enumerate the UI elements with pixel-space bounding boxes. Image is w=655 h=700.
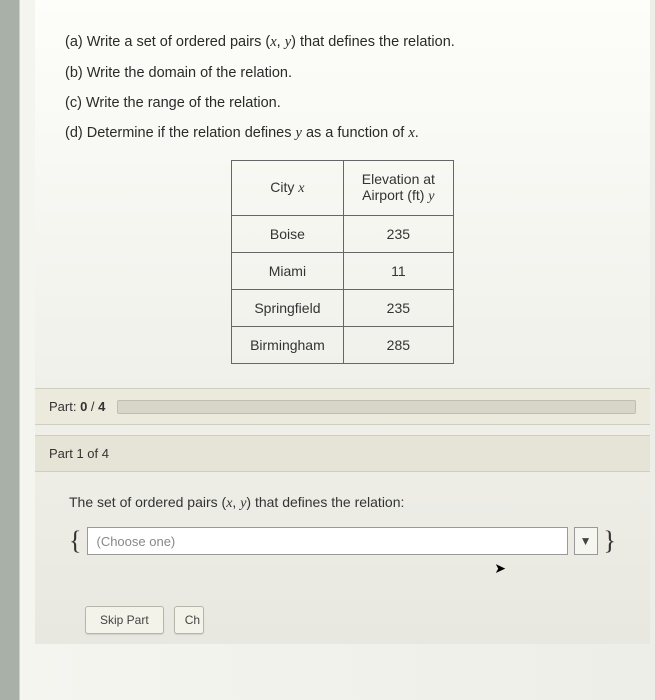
answer-row: { (Choose one) ▼ } ➤ — [69, 526, 616, 556]
prompt-d: (d) Determine if the relation defines y … — [65, 125, 620, 142]
close-brace: } — [604, 526, 616, 556]
cell-city: Birmingham — [232, 327, 344, 364]
table-row: Boise 235 — [232, 216, 454, 253]
cell-elev: 235 — [343, 216, 453, 253]
progress-sep: / — [87, 399, 98, 414]
header-city: City x — [232, 161, 344, 216]
open-brace: { — [69, 528, 81, 554]
question-page: (a) Write a set of ordered pairs (x, y) … — [35, 0, 650, 644]
prompt-a: (a) Write a set of ordered pairs (x, y) … — [65, 34, 620, 51]
progress-total: 4 — [98, 399, 105, 414]
cell-elev: 11 — [343, 253, 453, 290]
dropdown-toggle[interactable]: ▼ — [574, 527, 598, 555]
table-row: Birmingham 285 — [232, 327, 454, 364]
cell-city: Boise — [232, 216, 344, 253]
header-elevation: Elevation at Airport (ft) y — [343, 161, 453, 216]
cell-city: Springfield — [232, 290, 344, 327]
progress-prefix: Part: — [49, 399, 80, 414]
header-elev-l1: Elevation at — [362, 171, 435, 187]
part-1-header: Part 1 of 4 — [35, 435, 650, 472]
table-row: Miami 11 — [232, 253, 454, 290]
part-1-body: The set of ordered pairs (x, y) that def… — [65, 472, 620, 566]
chevron-down-icon: ▼ — [580, 534, 592, 548]
table-row: Springfield 235 — [232, 290, 454, 327]
choose-one-dropdown[interactable]: (Choose one) — [87, 527, 567, 555]
table-header-row: City x Elevation at Airport (ft) y — [232, 161, 454, 216]
cell-elev: 235 — [343, 290, 453, 327]
part-1-question: The set of ordered pairs (x, y) that def… — [69, 494, 616, 512]
progress-label: Part: 0 / 4 — [49, 399, 105, 414]
progress-track — [117, 400, 636, 414]
dropdown-placeholder: (Choose one) — [96, 534, 175, 549]
skip-part-button[interactable]: Skip Part — [85, 606, 164, 634]
cell-city: Miami — [232, 253, 344, 290]
prompt-b: (b) Write the domain of the relation. — [65, 65, 620, 81]
footer-buttons: Skip Part Ch — [65, 606, 620, 644]
check-button[interactable]: Ch — [174, 606, 204, 634]
cursor-icon: ➤ — [494, 560, 506, 577]
cell-elev: 285 — [343, 327, 453, 364]
prompt-c: (c) Write the range of the relation. — [65, 95, 620, 111]
relation-table: City x Elevation at Airport (ft) y Boise… — [231, 160, 454, 364]
part-progress-bar: Part: 0 / 4 — [35, 388, 650, 425]
